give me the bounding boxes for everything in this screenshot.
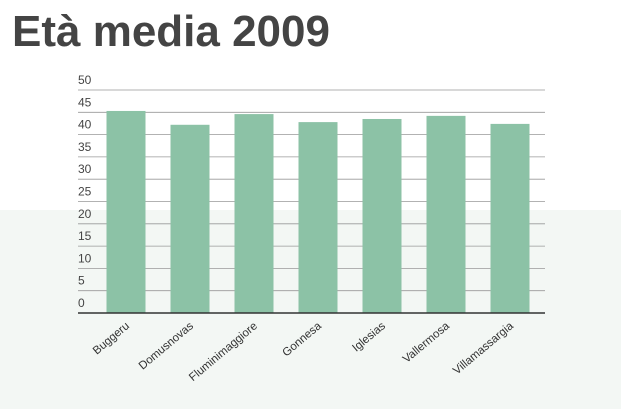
bar (234, 114, 274, 313)
bar (170, 124, 210, 314)
y-tick-label: 20 (78, 207, 92, 221)
bar (426, 115, 466, 313)
y-tick-label: 25 (78, 185, 92, 199)
y-tick-label: 30 (78, 162, 92, 176)
y-tick-label: 50 (78, 73, 92, 87)
bar (106, 110, 146, 313)
y-tick-label: 35 (78, 140, 92, 154)
y-tick-label: 5 (78, 274, 85, 288)
y-tick-label: 10 (78, 251, 92, 265)
y-tick-label: 15 (78, 229, 92, 243)
y-tick-label: 0 (78, 296, 85, 310)
chart-title: Età media 2009 (12, 7, 330, 56)
bar (298, 122, 338, 313)
y-tick-label: 45 (78, 95, 92, 109)
bar (490, 123, 530, 314)
bar (362, 118, 402, 314)
y-tick-label: 40 (78, 118, 92, 132)
